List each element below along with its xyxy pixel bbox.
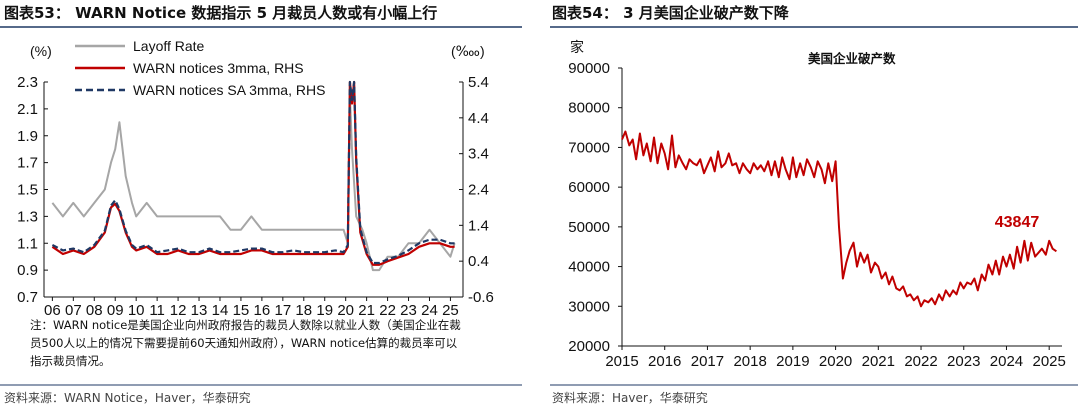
right-axes [621,68,1062,347]
right-chart-y-tick-label: 20000 [568,338,610,355]
right-chart-y-tick-label: 40000 [568,259,610,276]
legend-label-warn-sa: WARN notices SA 3mma, RHS [133,82,325,98]
right-chart-y-tick-label: 70000 [568,139,610,156]
left-y-tick-label: 0.7 [17,289,38,306]
right-y-tick-label: -0.6 [468,289,494,306]
left-x-tick-label: 08 [86,302,103,319]
left-x-tick-labels: 06 07 08 09 10 11 12 13 14 15 16 17 18 19 20 21 22 23 24 25 [44,297,459,319]
left-x-tick-label: 10 [128,302,145,319]
right-chart-y-tick-label: 90000 [568,60,610,77]
right-chart-x-tick-label: 2023 [947,353,980,370]
right-chart-y-tick-label: 30000 [568,298,610,315]
left-y-tick-label: 1.7 [17,155,38,172]
right-chart-x-tick-label: 2016 [648,353,681,370]
right-chart-x-tick-labels: 2015 2016 2017 2018 2019 2020 2021 2022 2023 2024… [605,346,1066,370]
right-axis-unit: (‱) [451,43,485,59]
series-warn-sa-3mma-line [51,80,455,265]
right-chart-x-tick-label: 2020 [819,353,852,370]
right-chart-x-tick-label: 2024 [990,353,1023,370]
left-y-tick-label: 2.3 [17,74,38,91]
right-chart-y-tick-label: 60000 [568,179,610,196]
right-figure-title: 图表54： 3 月美国企业破产数下降 [552,4,790,22]
series-bankruptcies-line [621,130,1057,308]
right-chart-title: 美国企业破产数 [808,51,896,66]
right-y-tick-label: 4.4 [468,110,489,127]
left-y-tick-label: 2.1 [17,101,38,118]
right-y-tick-label: 5.4 [468,74,489,91]
left-y-tick-label: 0.9 [17,262,38,279]
legend-label-layoff: Layoff Rate [133,38,205,54]
left-note-line-3: 指示裁员情况。 [30,354,111,368]
left-y-tick-label: 1.5 [17,182,38,199]
left-note-line-1: 注：WARN notice是美国企业向州政府报告的裁员人数除以就业人数（美国企业… [30,318,461,332]
left-source: 资料来源：WARN Notice，Haver，华泰研究 [4,390,251,405]
left-x-tick-label: 06 [44,302,61,319]
left-series-group [51,80,456,272]
right-chart-y-tick-label: 80000 [568,100,610,117]
left-x-tick-label: 13 [191,302,208,319]
right-chart-last-value-label: 43847 [995,214,1040,231]
left-x-tick-label: 09 [107,302,124,319]
left-x-tick-label: 21 [358,302,375,319]
right-y-tick-label: 1.4 [468,217,489,234]
right-chart-y-tick-labels: 90000 80000 70000 60000 50000 40000 30000 20000 [568,60,622,355]
left-x-tick-label: 25 [442,302,459,319]
left-y-tick-labels: 2.3 2.1 1.9 1.7 1.5 1.3 1.1 0.9 0.7 [17,74,48,306]
right-chart-x-tick-label: 2022 [904,353,937,370]
right-chart-x-tick-label: 2018 [733,353,766,370]
left-x-tick-label: 18 [295,302,312,319]
right-y-tick-label: 2.4 [468,182,489,199]
right-chart-x-tick-label: 2025 [1032,353,1065,370]
left-x-tick-label: 12 [170,302,187,319]
left-y-tick-label: 1.9 [17,128,38,145]
series-warn-3mma-line [51,80,455,266]
left-y-tick-label: 1.1 [17,235,38,252]
left-axes [43,82,464,298]
legend-label-warn: WARN notices 3mma, RHS [133,60,304,76]
right-chart-x-tick-label: 2017 [691,353,724,370]
left-x-tick-label: 23 [400,302,417,319]
series-layoff-rate-line [51,94,456,272]
right-chart-x-tick-label: 2019 [776,353,809,370]
left-axis-unit: (%) [30,43,52,59]
right-y-tick-labels: 5.4 4.4 3.4 2.4 1.4 0.4 -0.6 [459,74,494,306]
left-y-tick-label: 1.3 [17,208,38,225]
right-chart-x-tick-label: 2015 [605,353,638,370]
left-x-tick-label: 07 [65,302,82,319]
right-series-group [621,130,1057,308]
left-x-tick-label: 15 [233,302,250,319]
left-legend: Layoff Rate WARN notices 3mma, RHS WARN … [75,38,325,98]
right-chart-ylabel: 家 [570,39,584,55]
left-x-tick-label: 22 [379,302,396,319]
right-y-tick-label: 0.4 [468,253,489,270]
left-x-tick-label: 17 [274,302,291,319]
left-x-tick-label: 16 [254,302,271,319]
right-chart-y-tick-label: 50000 [568,219,610,236]
right-y-tick-label: 3.4 [468,146,489,163]
left-x-tick-label: 24 [421,302,438,319]
left-x-tick-label: 19 [316,302,333,319]
left-figure-title: 图表53： WARN Notice 数据指示 5 月裁员人数或有小幅上行 [4,4,437,22]
left-x-tick-label: 20 [337,302,354,319]
left-note-line-2: 员500人以上的情况下需要提前60天通知州政府），WARN notice估算的裁… [30,336,458,350]
right-chart-x-tick-label: 2021 [862,353,895,370]
left-x-tick-label: 14 [212,302,229,319]
right-source: 资料来源：Haver，华泰研究 [552,390,708,405]
left-x-tick-label: 11 [149,302,165,319]
